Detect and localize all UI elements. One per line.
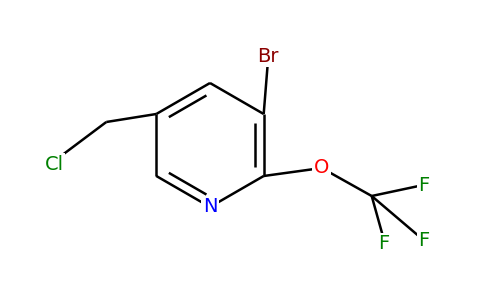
Text: F: F [418, 232, 429, 250]
Text: O: O [314, 158, 330, 178]
Text: N: N [203, 197, 217, 217]
Text: Br: Br [257, 46, 278, 65]
Text: Cl: Cl [45, 154, 64, 173]
Text: F: F [418, 176, 429, 196]
Text: F: F [378, 235, 389, 254]
